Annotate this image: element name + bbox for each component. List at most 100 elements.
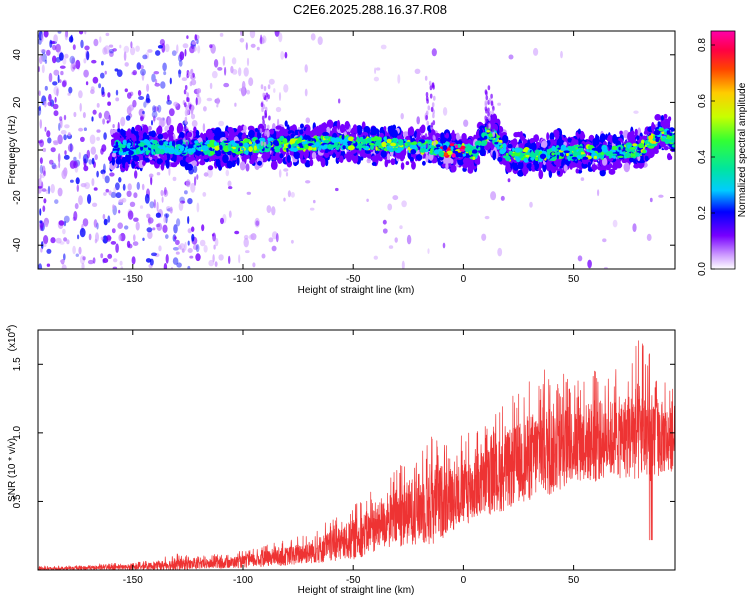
spectrogram-noise-cell	[69, 55, 76, 64]
spectrogram-band-cell	[445, 162, 449, 171]
spectrogram-core-cell	[134, 140, 141, 144]
spectrogram-noise-cell	[83, 165, 89, 172]
spectrogram-spike-cell	[433, 141, 436, 147]
spectrogram-band-cell	[205, 128, 213, 137]
spectrogram-spike-cell	[429, 85, 433, 91]
spectrogram-noise-cell	[115, 243, 119, 253]
spectrogram-noise-cell	[71, 57, 76, 68]
spectrogram-noise-cell	[67, 143, 74, 152]
spectrogram-band-cell	[615, 159, 621, 167]
spectrogram-noise-cell	[122, 183, 126, 191]
spectrogram-core-cell	[366, 138, 371, 143]
spectrogram-core-cell	[634, 152, 640, 156]
spectrogram-noise-cell	[113, 258, 118, 263]
spectrogram-core-cell	[434, 149, 440, 155]
spectrogram-noise-cell	[271, 206, 276, 216]
spectrogram-noise-cell	[92, 76, 99, 84]
spectrogram-noise-cell	[587, 259, 592, 269]
spectrogram-noise-cell	[172, 247, 179, 251]
spectrogram-noise-cell	[43, 243, 47, 248]
spectrogram-core-cell	[267, 138, 273, 142]
spectrogram-spike-cell	[187, 97, 190, 103]
spectrogram-noise-cell	[178, 201, 184, 211]
spectrogram-noise-cell	[533, 47, 539, 56]
spectrogram-noise-cell	[463, 119, 469, 127]
spectrogram-noise-cell	[201, 224, 205, 232]
spectrogram-band-cell	[587, 161, 591, 169]
spectrogram-band-cell	[422, 135, 426, 141]
spectrogram-core-cell	[494, 142, 499, 145]
spectrogram-noise-cell	[79, 31, 84, 35]
spectrogram-noise-cell	[120, 116, 126, 127]
spectrogram-noise-cell	[132, 99, 137, 108]
spectrogram-core-cell	[179, 147, 184, 152]
spectrogram-noise-cell	[105, 188, 110, 193]
spectrogram-noise-cell	[136, 181, 140, 190]
spectrogram-core-cell	[152, 145, 158, 150]
spectrogram-core-cell	[442, 145, 448, 151]
spectrogram-spike-cell	[432, 113, 435, 119]
spectrogram-band-cell	[400, 162, 405, 170]
spectrogram-noise-cell	[151, 120, 153, 126]
spectrogram-noise-cell	[46, 130, 51, 138]
spectrogram-spike-cell	[263, 123, 267, 129]
spectrogram-core-cell	[459, 149, 466, 152]
spectrogram-noise-cell	[64, 150, 67, 156]
spectrogram-core-cell	[663, 131, 668, 136]
spectrogram-core-cell	[538, 151, 543, 154]
spectrogram-core-cell	[391, 137, 398, 142]
spectrogram-noise-cell	[172, 176, 177, 182]
spectrogram-noise-cell	[154, 82, 161, 87]
spectrogram-noise-cell	[406, 234, 412, 245]
spectrogram-noise-cell	[175, 239, 180, 246]
spectrogram-noise-cell	[120, 266, 124, 269]
spectrogram-noise-cell	[96, 103, 100, 108]
spectrogram-noise-cell	[211, 70, 218, 79]
spectrogram-noise-cell	[72, 44, 76, 50]
spectrogram-core-cell	[620, 152, 624, 155]
spectrogram-band-cell	[324, 159, 329, 167]
spectrogram-band-cell	[168, 134, 174, 141]
spectrogram-core-cell	[591, 147, 598, 151]
spectrogram-core-cell	[650, 143, 657, 147]
spectrogram-noise-cell	[115, 89, 119, 96]
spectrogram-band-cell	[179, 131, 185, 139]
spectrogram-noise-cell	[203, 245, 208, 253]
spectrogram-band-cell	[275, 155, 279, 161]
spectrogram-band-cell	[185, 156, 193, 163]
spectrogram-core-cell	[191, 149, 196, 153]
spectrogram-core-cell	[462, 153, 466, 157]
spectrogram-band-cell	[109, 128, 114, 135]
spectrogram-band-cell	[391, 129, 398, 139]
spectrogram-noise-cell	[401, 260, 405, 269]
spectrogram-spike-cell	[488, 97, 492, 103]
spectrogram-band-cell	[254, 127, 259, 133]
spectrogram-noise-cell	[194, 176, 197, 186]
spectrogram-noise-cell	[163, 215, 167, 224]
spectrogram-noise-cell	[187, 198, 193, 205]
spectrogram-band-cell	[518, 143, 525, 149]
spectrogram-noise-cell	[304, 64, 308, 73]
spectrogram-noise-cell	[218, 120, 225, 127]
spectrogram-noise-cell	[147, 49, 153, 53]
spectrogram-core-cell	[327, 144, 333, 150]
spectrogram-band-cell	[408, 126, 415, 136]
colorbar-tick-label: 0.4	[697, 150, 708, 164]
spectrogram-spike-cell	[487, 85, 491, 91]
spectrogram-noise-cell	[133, 192, 138, 199]
spectrogram-noise-cell	[169, 206, 173, 214]
spectrogram-noise-cell	[388, 245, 394, 249]
spectrogram-noise-cell	[181, 248, 185, 253]
spectrogram-band-cell	[644, 155, 649, 162]
spectrogram-noise-cell	[283, 168, 289, 172]
spectrogram-noise-cell	[508, 54, 514, 60]
spectrogram-core-cell	[135, 149, 140, 155]
spectrogram-noise-cell	[173, 101, 179, 107]
snr-y-tick-label: 1.5	[12, 357, 23, 371]
spectrogram-band-cell	[628, 139, 635, 144]
spectrogram-core-cell	[356, 145, 363, 149]
spectrogram-noise-cell	[162, 62, 167, 72]
spectrogram-noise-cell	[191, 226, 195, 232]
spectrogram-core-cell	[563, 150, 570, 154]
spectrogram-spike-cell	[427, 105, 431, 111]
